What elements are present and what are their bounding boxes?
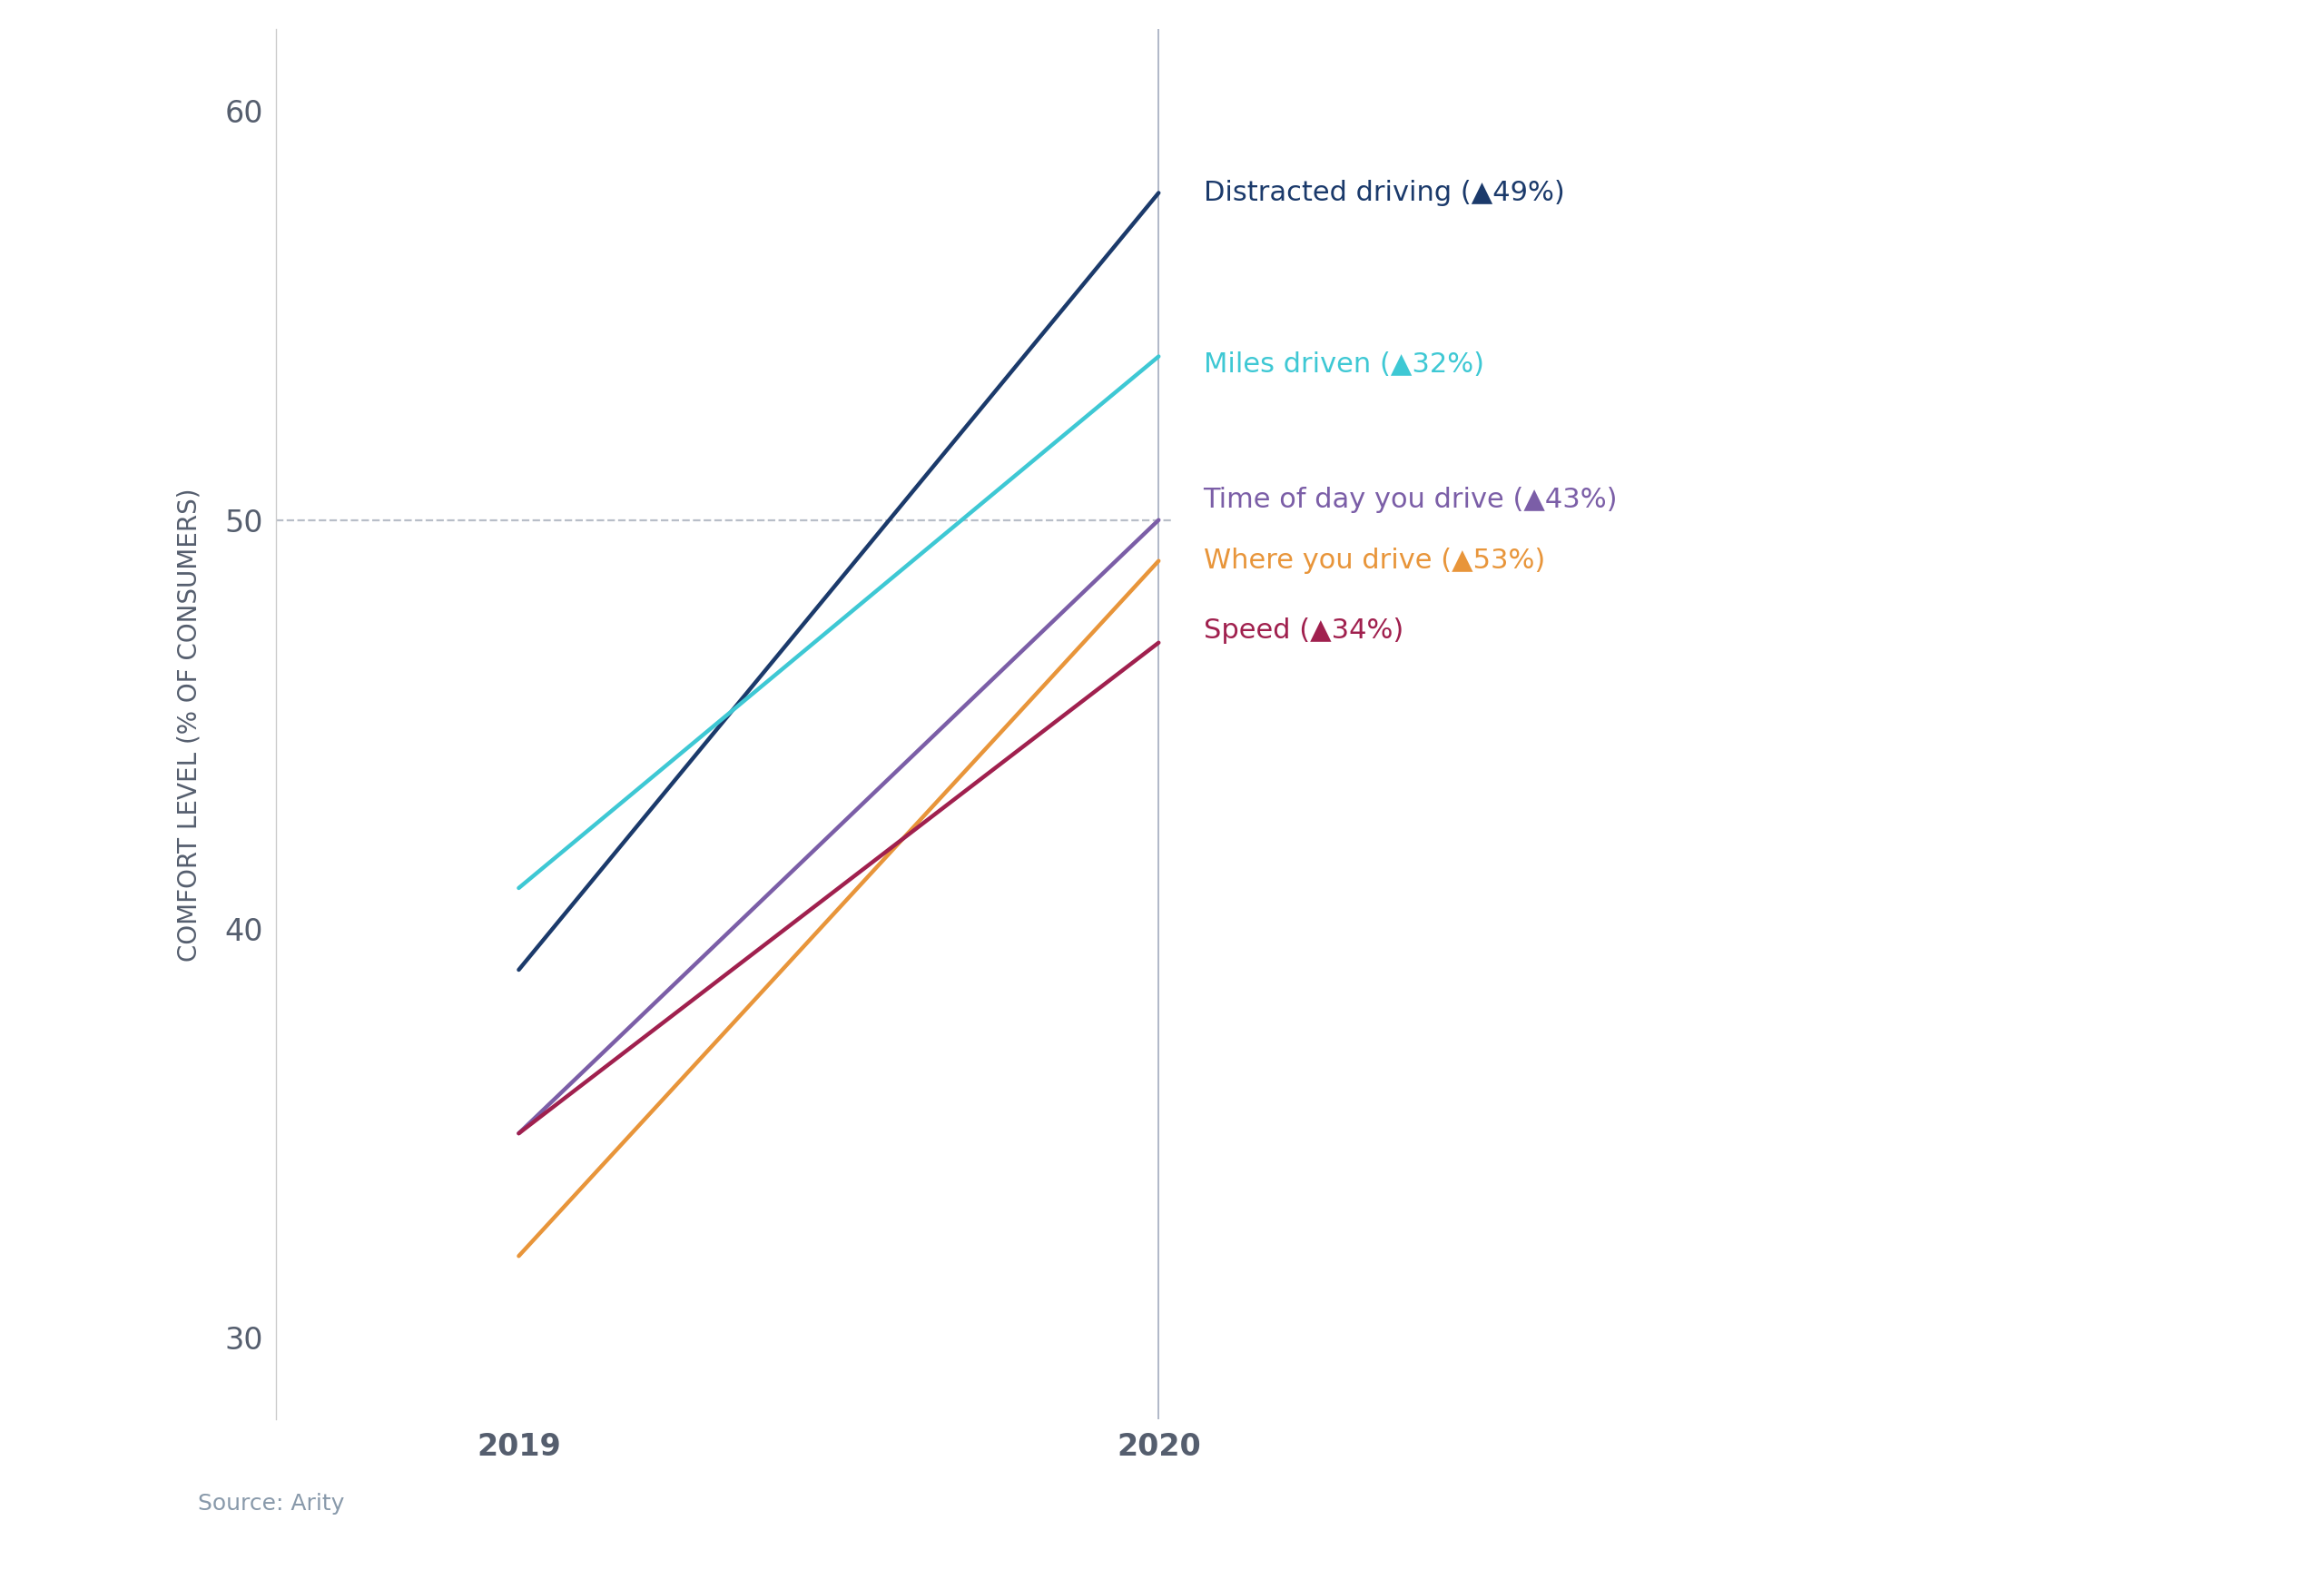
- Text: Miles driven (▲32%): Miles driven (▲32%): [1204, 352, 1485, 378]
- Y-axis label: COMFORT LEVEL (% OF CONSUMERS): COMFORT LEVEL (% OF CONSUMERS): [177, 488, 202, 961]
- Text: Where you drive (▲53%): Where you drive (▲53%): [1204, 548, 1545, 575]
- Text: Distracted driving (▲49%): Distracted driving (▲49%): [1204, 179, 1564, 206]
- Text: Time of day you drive (▲43%): Time of day you drive (▲43%): [1204, 487, 1618, 513]
- Text: Speed (▲34%): Speed (▲34%): [1204, 617, 1404, 644]
- Text: Source: Arity: Source: Arity: [198, 1493, 344, 1515]
